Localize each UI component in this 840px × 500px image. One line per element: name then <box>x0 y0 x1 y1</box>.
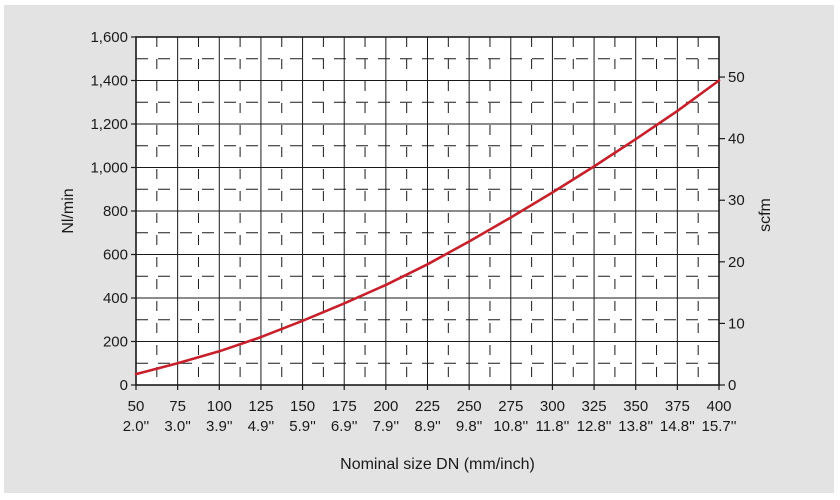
x-tick-label-mm: 225 <box>415 398 440 415</box>
x-tick-label-mm: 125 <box>248 398 273 415</box>
y-left-tick-label: 0 <box>120 377 128 394</box>
y-left-tick-label: 200 <box>103 334 128 351</box>
x-tick-label-mm: 100 <box>207 398 232 415</box>
y-left-tick-label: 600 <box>103 247 128 264</box>
y-right-tick-label: 10 <box>728 315 745 332</box>
series-layer <box>134 79 721 376</box>
x-tick-label-inch: 6.9'' <box>331 418 358 435</box>
x-tick-label-inch: 14.8'' <box>660 418 695 435</box>
x-tick-label-mm: 325 <box>582 398 607 415</box>
x-tick-label-inch: 11.8'' <box>536 418 570 435</box>
y-right-tick-label: 0 <box>728 377 736 394</box>
y-right-tick-label: 30 <box>728 192 745 209</box>
x-tick-label-inch: 10.8'' <box>493 418 528 435</box>
x-tick-label-inch: 7.9'' <box>373 418 400 435</box>
y-left-tick-label: 1,200 <box>90 116 128 133</box>
x-tick-label-inch: 2.0'' <box>123 418 150 435</box>
x-tick-label-inch: 3.0'' <box>164 418 191 435</box>
y-axis-right-title: scfm <box>757 198 774 232</box>
tick-marks <box>131 36 725 390</box>
x-tick-label-mm: 350 <box>623 398 648 415</box>
x-tick-label-inch: 8.9'' <box>414 418 441 435</box>
chart-panel: 0 200 400 600 800 1,000 1,200 1,400 1,600 0 10 20 30… <box>4 5 834 493</box>
y-left-tick-label: 800 <box>103 203 128 220</box>
x-tick-label-inch: 3.9'' <box>206 418 233 435</box>
x-tick-label-mm: 175 <box>332 398 357 415</box>
x-tick-label-mm: 300 <box>540 398 565 415</box>
x-tick-label-inch: 12.8'' <box>577 418 612 435</box>
x-tick-label-inch: 9.8'' <box>456 418 483 435</box>
tick-labels: 0 200 400 600 800 1,000 1,200 1,400 1,600 0 10 20 30… <box>90 29 744 435</box>
y-axis-left-title: Nl/min <box>60 188 77 233</box>
y-left-tick-label: 400 <box>103 290 128 307</box>
y-right-tick-label: 20 <box>728 254 745 271</box>
y-left-tick-label: 1,400 <box>90 73 128 90</box>
x-tick-label-mm: 275 <box>498 398 523 415</box>
x-tick-label-mm: 375 <box>665 398 690 415</box>
y-right-tick-label: 40 <box>728 131 745 148</box>
x-axis-title: Nominal size DN (mm/inch) <box>340 456 535 473</box>
flow-rate-chart: 0 200 400 600 800 1,000 1,200 1,400 1,600 0 10 20 30… <box>60 29 774 473</box>
x-tick-label-mm: 75 <box>169 398 186 415</box>
y-left-tick-label: 1,000 <box>90 160 128 177</box>
series-line <box>134 79 721 376</box>
x-tick-label-mm: 150 <box>290 398 315 415</box>
x-tick-label-mm: 250 <box>457 398 482 415</box>
y-left-tick-label: 1,600 <box>90 29 128 46</box>
x-tick-label-mm: 50 <box>128 398 145 415</box>
x-tick-label-inch: 4.9'' <box>248 418 275 435</box>
grid <box>135 36 720 386</box>
x-tick-label-inch: 13.8'' <box>618 418 653 435</box>
x-tick-label-mm: 200 <box>373 398 398 415</box>
x-tick-label-inch: 15.7'' <box>702 418 737 435</box>
x-tick-label-mm: 400 <box>706 398 731 415</box>
y-right-tick-label: 50 <box>728 69 745 86</box>
x-tick-label-inch: 5.9'' <box>289 418 316 435</box>
